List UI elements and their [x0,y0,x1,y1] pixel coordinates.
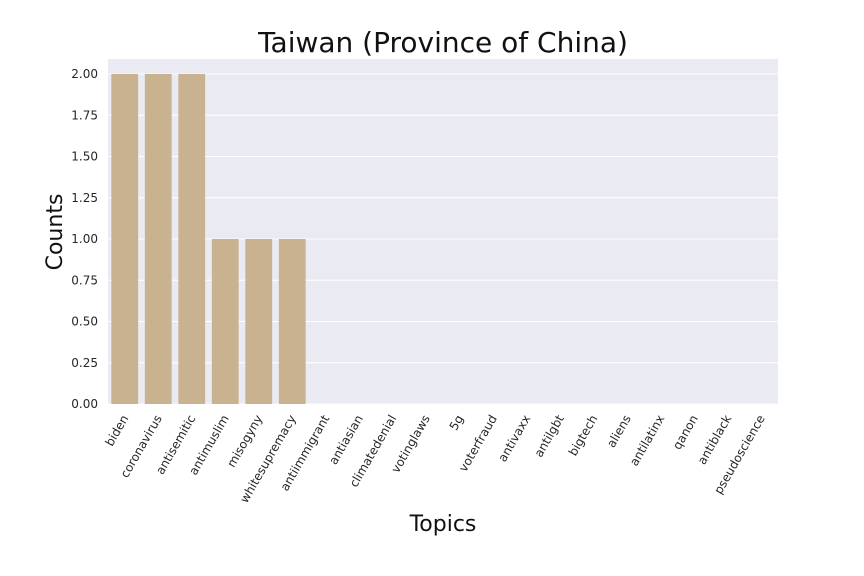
y-tick-label: 0.75 [71,273,98,287]
y-tick-label: 1.50 [71,150,98,164]
x-tick-label: qanon [670,413,701,453]
y-tick-labels: 0.00 0.25 0.50 0.75 1.00 1.25 1.50 1.75 2.00 [71,67,98,411]
x-tick-label: aliens [604,413,634,451]
x-tick-labels: bidencoronavirusantisemiticantimuslimmis… [102,412,767,505]
bar-antimuslim [211,239,239,404]
chart-title: Taiwan (Province of China) [257,26,628,59]
y-tick-label: 0.00 [71,397,98,411]
x-tick-label: 5g [447,413,467,433]
plot-area [108,59,778,404]
x-tick-label: bigtech [566,413,601,459]
x-axis-label: Topics [409,512,477,537]
y-tick-label: 2.00 [71,67,98,81]
y-tick-label: 0.50 [71,315,98,329]
x-tick-label: biden [102,413,131,449]
bar-antisemitic [178,74,206,404]
x-tick-label: antilatinx [627,413,667,469]
bar-whitesupremacy [278,239,306,404]
bars [111,74,306,404]
bar-biden [111,74,139,404]
x-tick-label: antivaxx [495,413,533,465]
y-tick-label: 1.75 [71,108,98,122]
bar-misogyny [245,239,273,404]
y-tick-label: 0.25 [71,356,98,370]
x-tick-label: antilgbt [532,412,567,459]
bar-coronavirus [144,74,172,404]
y-tick-label: 1.25 [71,191,98,205]
y-tick-label: 1.00 [71,232,98,246]
y-axis-label: Counts [43,194,68,271]
